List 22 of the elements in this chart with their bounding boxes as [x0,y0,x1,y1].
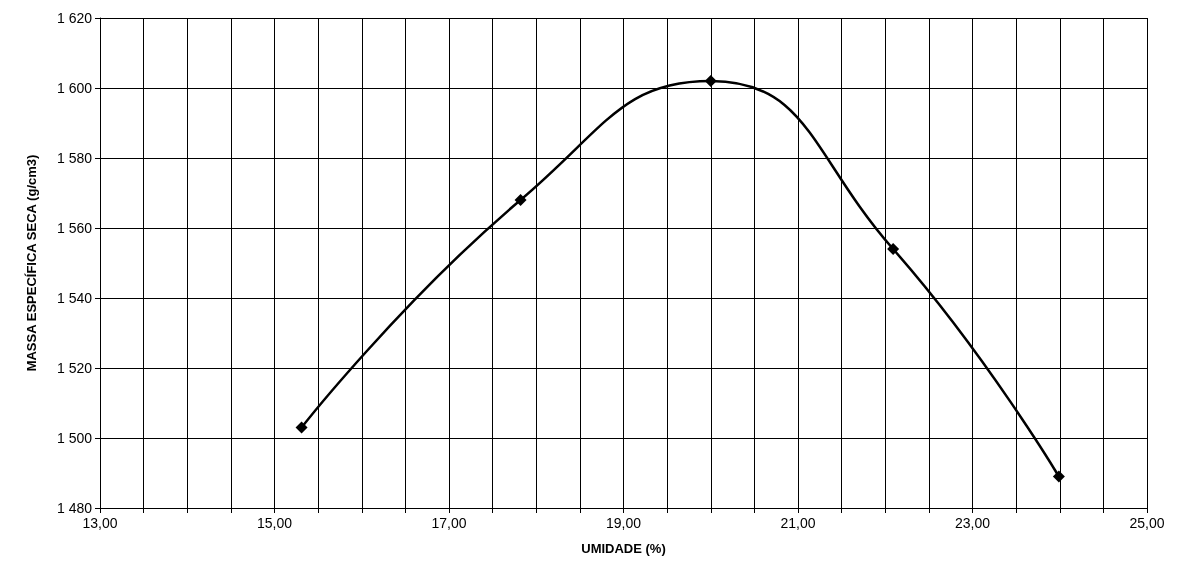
point [514,194,527,206]
x-tick-label: 19,00 [605,515,642,531]
y-axis-title: MASSA ESPECÍFICA SECA (g/cm3) [24,154,39,372]
x-axis-title: UMIDADE (%) [581,541,666,556]
point [295,421,308,434]
y-tick-label: 1 480 [56,500,93,516]
x-tick-label: 15,00 [256,515,293,531]
y-tick-label: 1 580 [56,150,93,166]
point [704,75,717,87]
y-tick-label: 1 600 [56,80,93,96]
y-tick-label: 1 500 [56,430,93,446]
x-tick-label: 23,00 [954,515,991,531]
x-tick-label: 25,00 [1129,515,1165,531]
y-tick-label: 1 520 [56,360,93,376]
y-tick-label: 1 560 [56,220,93,236]
x-tick-label: 13,00 [82,515,118,531]
x-tick-label: 21,00 [780,515,816,531]
point [887,243,900,255]
y-tick-label: 1 620 [56,10,93,26]
point [1052,470,1065,483]
x-tick-label: 17,00 [431,515,467,531]
y-tick-label: 1 540 [56,290,93,306]
